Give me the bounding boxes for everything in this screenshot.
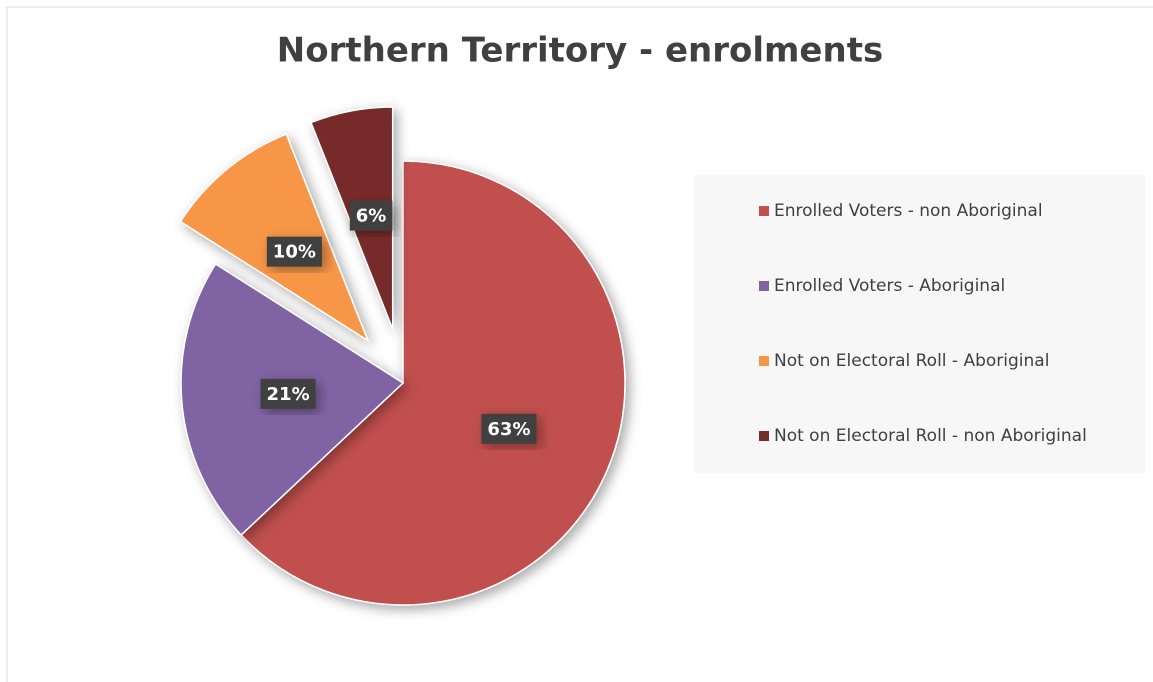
legend-swatch (759, 281, 769, 291)
legend-label: Enrolled Voters - non Aboriginal (774, 201, 1043, 221)
legend-label: Not on Electoral Roll - non Aboriginal (774, 426, 1087, 446)
legend-swatch (759, 356, 769, 366)
data-label: 6% (356, 206, 387, 227)
chart-title: Northern Territory - enrolments (277, 31, 883, 71)
legend-swatch (759, 431, 769, 441)
data-label: 63% (487, 419, 530, 440)
legend-box (694, 175, 1145, 473)
data-label-box (481, 413, 537, 444)
data-label-box (260, 378, 316, 409)
data-label-box (349, 200, 393, 231)
data-label: 21% (267, 384, 310, 405)
pie-slice (240, 160, 626, 606)
legend-swatch (759, 206, 769, 216)
legend-label: Not on Electoral Roll - Aboriginal (774, 351, 1049, 371)
data-label-box (266, 236, 322, 267)
legend-label: Enrolled Voters - Aboriginal (774, 276, 1005, 296)
data-label: 10% (273, 242, 316, 263)
